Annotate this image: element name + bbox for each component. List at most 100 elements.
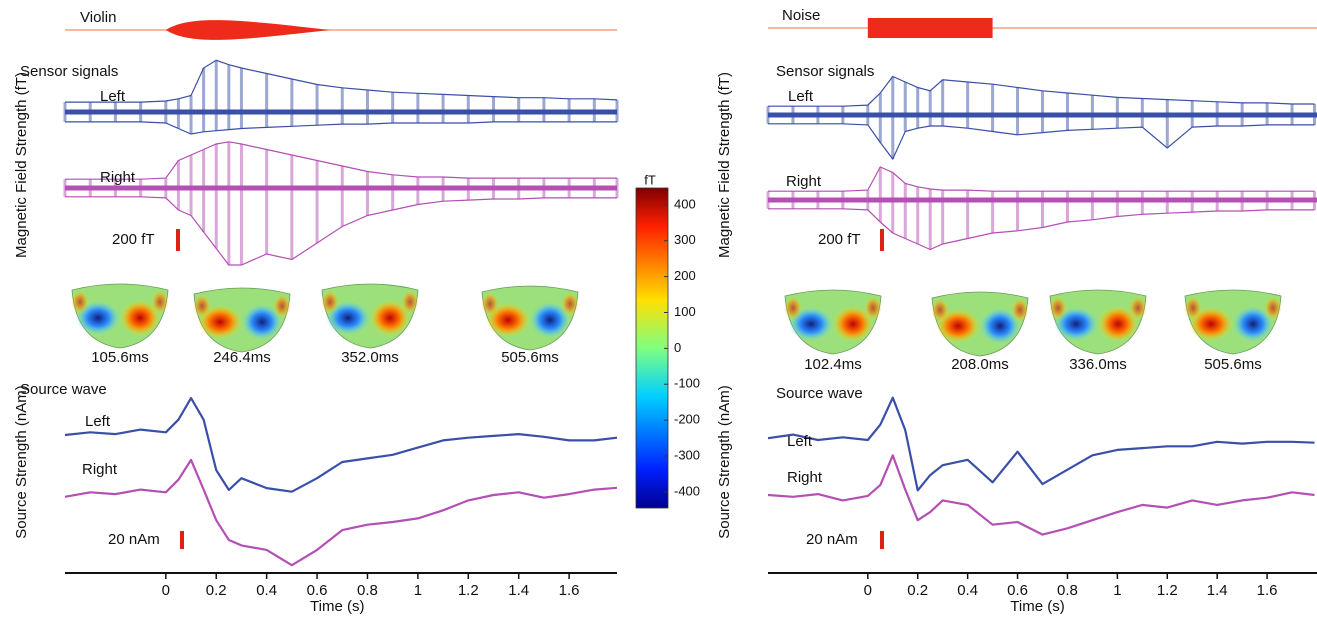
- topomap-blob: [784, 296, 802, 320]
- x-tick-label: 1: [1113, 582, 1121, 599]
- x-tick-label: 0: [864, 582, 872, 599]
- source-label: Right: [787, 469, 823, 486]
- colorbar-tick-label: 400: [674, 196, 696, 211]
- colorbar-tick-label: 300: [674, 232, 696, 247]
- y-axis-label: Magnetic Field Strength (fT): [13, 72, 30, 258]
- colorbar-tick-label: 100: [674, 304, 696, 319]
- x-tick-label: 0.8: [357, 582, 378, 599]
- colorbar-tick-label: 0: [674, 340, 681, 355]
- sensor-label: Right: [100, 169, 136, 186]
- source-wave: [767, 454, 1315, 536]
- topomap-blob: [401, 290, 419, 314]
- source-wave: [64, 458, 618, 567]
- sensor-label: Left: [100, 88, 126, 105]
- scale-label: 200 fT: [112, 231, 155, 248]
- x-tick-label: 1.2: [458, 582, 479, 599]
- stimulus-waveform: [165, 20, 330, 40]
- topomap: [784, 289, 882, 355]
- x-tick-label: 0.2: [206, 582, 227, 599]
- source-label: Left: [787, 433, 813, 450]
- source-title: Source wave: [776, 385, 863, 402]
- topomap-blob: [1184, 296, 1202, 320]
- topomap-blob: [481, 292, 499, 316]
- topomap-blob: [1233, 306, 1273, 342]
- topomap-blob: [242, 304, 282, 340]
- x-tick-label: 1.2: [1157, 582, 1178, 599]
- topomap: [1049, 289, 1147, 355]
- sensor-envelope: [65, 141, 617, 180]
- topomap-time: 105.6ms: [91, 349, 149, 366]
- topomap-blob: [273, 294, 291, 318]
- topomap-blob: [1264, 296, 1282, 320]
- source-label: Right: [82, 461, 118, 478]
- colorbar-tick-label: 200: [674, 268, 696, 283]
- x-tick-label: 0.6: [307, 582, 328, 599]
- colorbar-tick-label: -300: [674, 447, 700, 462]
- topomap-blob: [833, 306, 873, 342]
- x-tick-label: 0.6: [1007, 582, 1028, 599]
- topomap-blob: [1129, 296, 1147, 320]
- sensor-envelope: [768, 123, 1315, 161]
- topomap-blob: [530, 302, 570, 338]
- topomap: [931, 291, 1029, 357]
- x-tick-label: 0: [162, 582, 170, 599]
- scale-label: 200 fT: [818, 231, 861, 248]
- topomap: [71, 283, 169, 349]
- topomap-blob: [193, 294, 211, 318]
- x-tick-label: 1.6: [1257, 582, 1278, 599]
- scale-label: 20 nAm: [806, 531, 858, 548]
- x-tick-label: 0.4: [256, 582, 277, 599]
- x-tick-label: 1.4: [1207, 582, 1228, 599]
- colorbar-tick-label: -200: [674, 412, 700, 427]
- source-wave: [767, 396, 1315, 492]
- stimulus-title: Noise: [782, 7, 820, 24]
- topomap-time: 352.0ms: [341, 349, 399, 366]
- topomap-blob: [561, 292, 579, 316]
- sensor-envelope: [768, 75, 1315, 107]
- topomap: [321, 283, 419, 349]
- topomap-time: 336.0ms: [1069, 356, 1127, 373]
- x-tick-label: 0.2: [907, 582, 928, 599]
- source-title: Source wave: [20, 381, 107, 398]
- sensor-envelope: [768, 208, 1315, 251]
- colorbar-tick-label: -400: [674, 483, 700, 498]
- sensor-title: Sensor signals: [20, 63, 118, 80]
- x-tick-label: 1.6: [559, 582, 580, 599]
- source-label: Left: [85, 413, 111, 430]
- sensor-envelope: [65, 196, 617, 266]
- topomap-blob: [1098, 306, 1138, 342]
- topomap-time: 208.0ms: [951, 356, 1009, 373]
- topomap-blob: [370, 300, 410, 336]
- topomap-time: 505.6ms: [1204, 356, 1262, 373]
- topomap-blob: [1049, 296, 1067, 320]
- topomap: [1184, 289, 1282, 355]
- x-axis-label: Time (s): [1010, 598, 1064, 615]
- topomap-blob: [864, 296, 882, 320]
- x-tick-label: 1.4: [508, 582, 529, 599]
- sensor-envelope: [768, 166, 1315, 192]
- topomap-time: 246.4ms: [213, 349, 271, 366]
- topomap-blob: [980, 308, 1020, 344]
- y-axis-label: Magnetic Field Strength (fT): [716, 72, 733, 258]
- sensor-label: Left: [788, 88, 814, 105]
- topomap-blob: [120, 300, 160, 336]
- x-tick-label: 1: [414, 582, 422, 599]
- x-tick-label: 0.8: [1057, 582, 1078, 599]
- topomap: [193, 287, 291, 353]
- y-axis-label: Source Strength (nAm): [716, 385, 733, 538]
- topomap-blob: [931, 298, 949, 322]
- topomap-time: 102.4ms: [804, 356, 862, 373]
- topomap-blob: [1011, 298, 1029, 322]
- source-wave: [64, 397, 618, 493]
- topomap: [481, 285, 579, 351]
- sensor-label: Right: [786, 173, 822, 190]
- topomap-blob: [71, 290, 89, 314]
- y-axis-label: Source Strength (nAm): [13, 385, 30, 538]
- sensor-title: Sensor signals: [776, 63, 874, 80]
- topomap-time: 505.6ms: [501, 349, 559, 366]
- x-axis-label: Time (s): [310, 598, 364, 615]
- stimulus-title: Violin: [80, 9, 116, 26]
- colorbar: [635, 187, 669, 509]
